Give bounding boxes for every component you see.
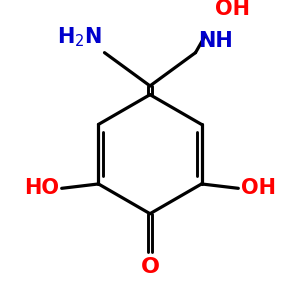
Text: OH: OH bbox=[241, 178, 276, 198]
Text: HO: HO bbox=[24, 178, 59, 198]
Text: NH: NH bbox=[198, 31, 233, 51]
Text: O: O bbox=[140, 256, 160, 277]
Text: OH: OH bbox=[215, 0, 250, 20]
Text: H$_2$N: H$_2$N bbox=[57, 26, 102, 49]
